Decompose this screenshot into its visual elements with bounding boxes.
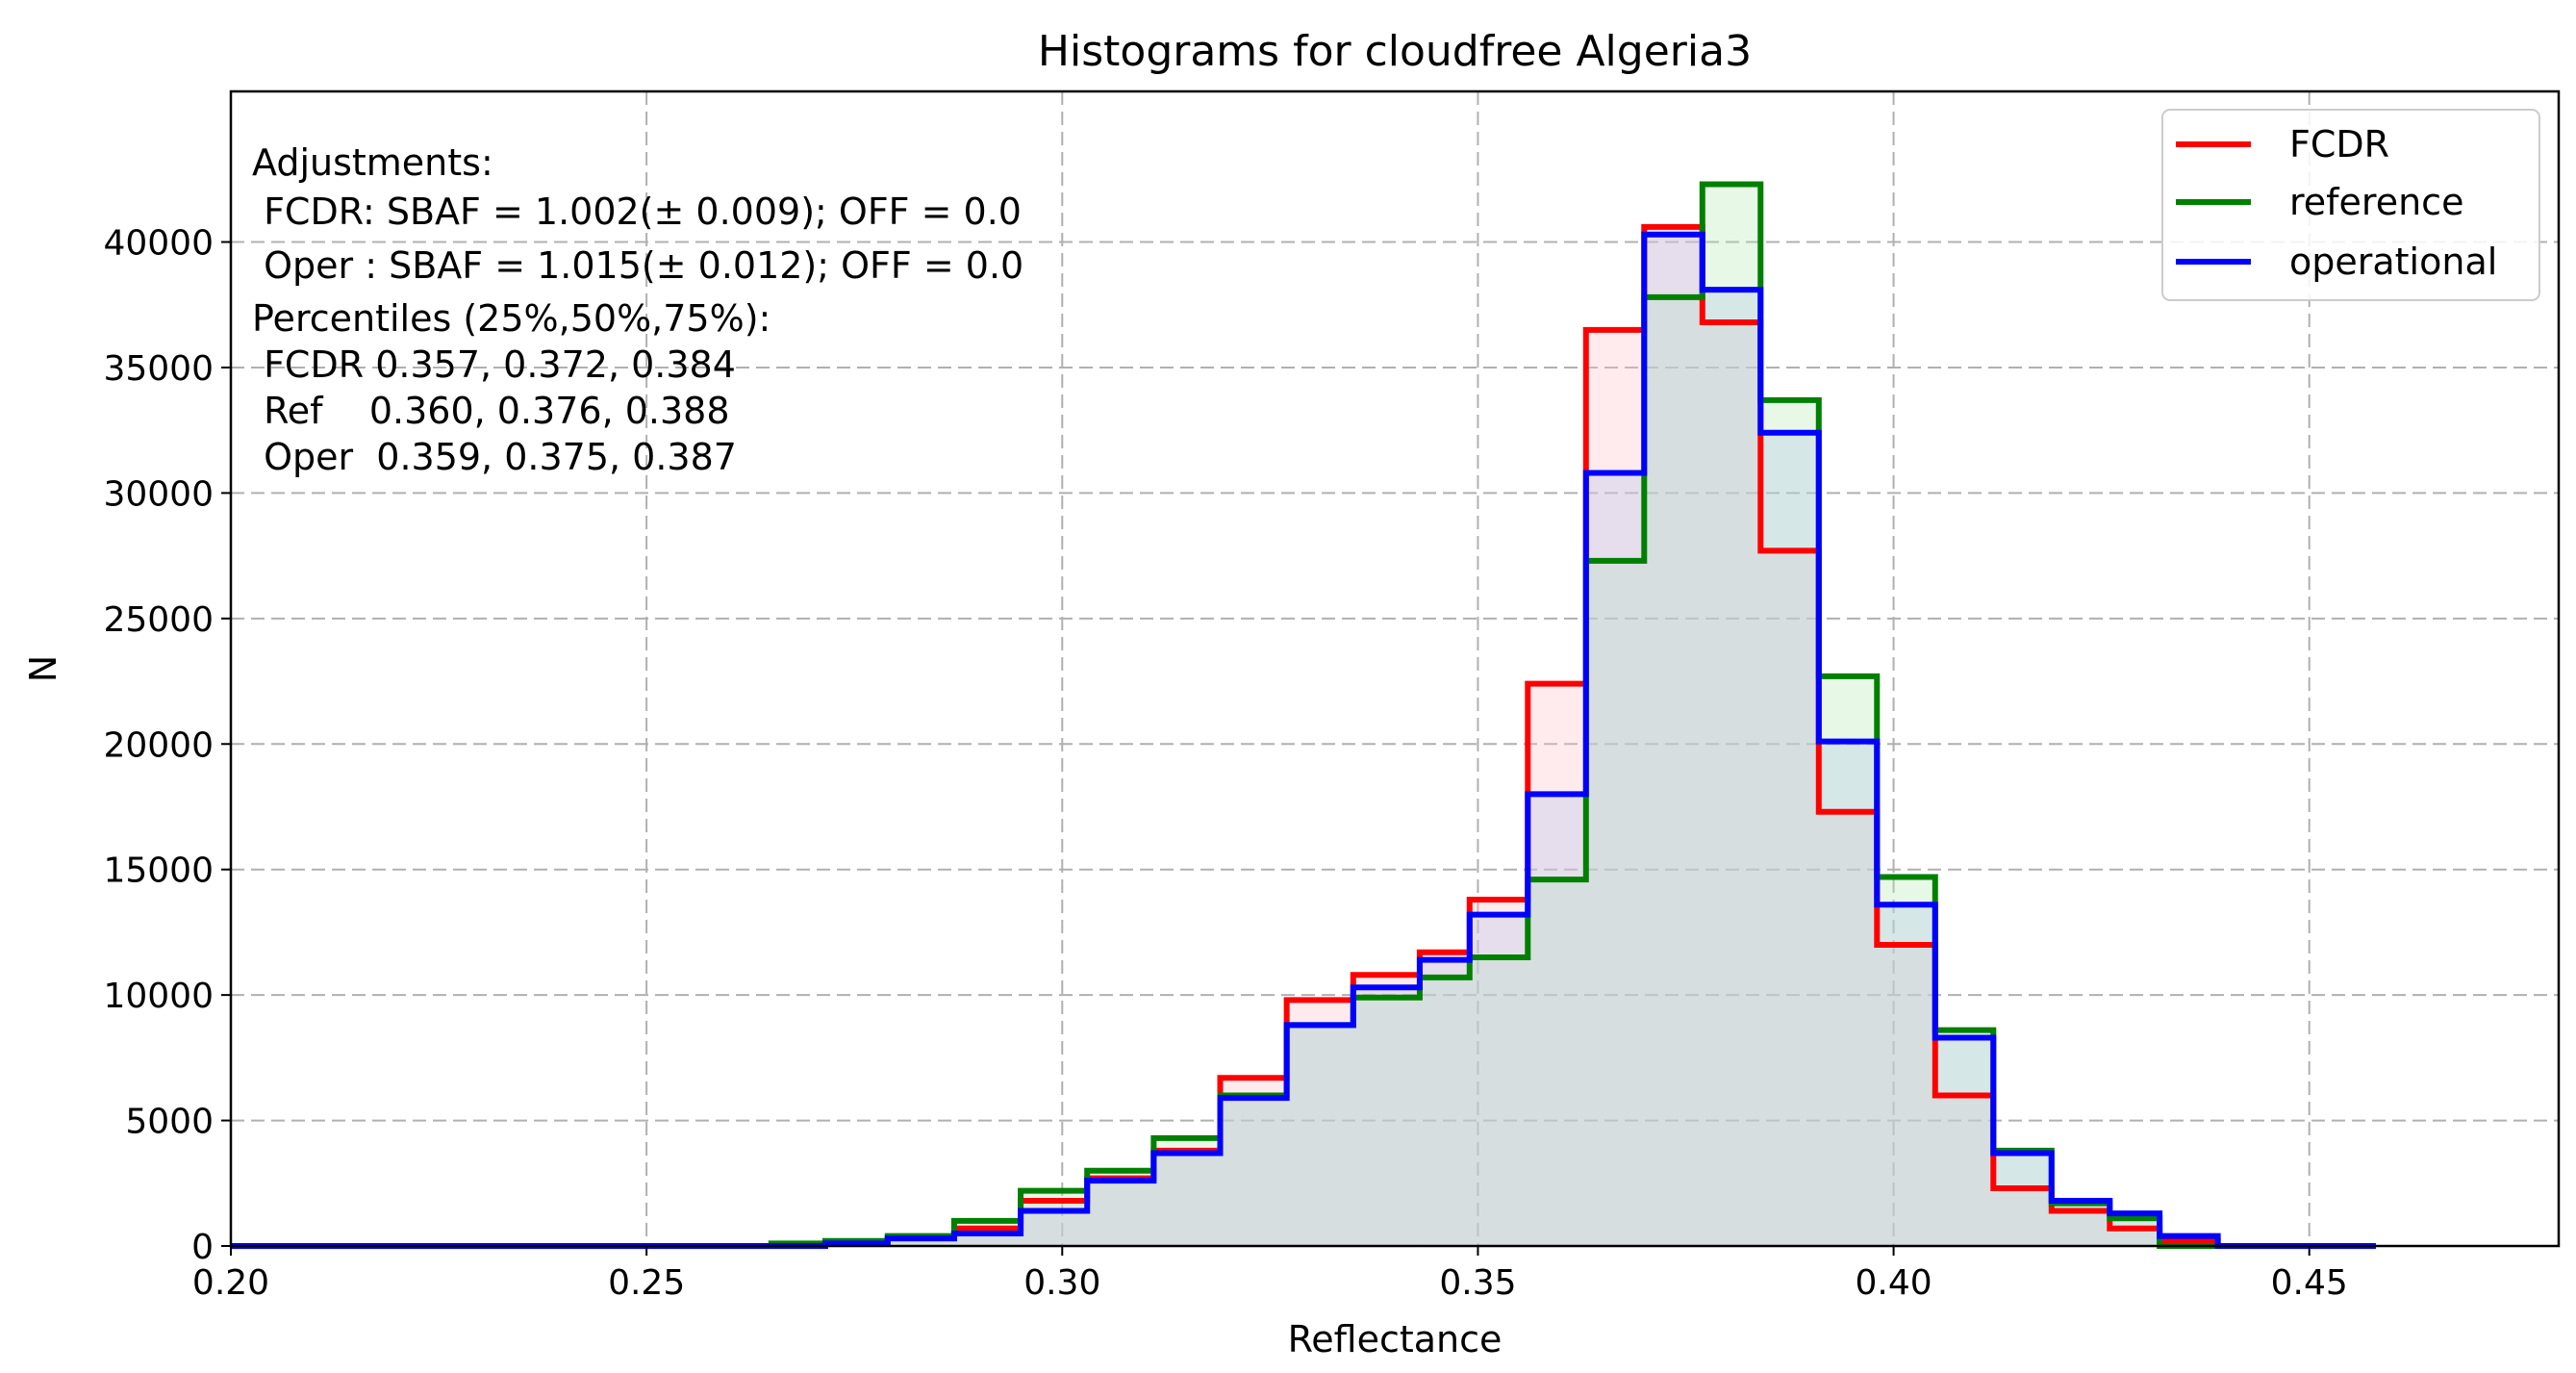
y-tick-label: 0	[191, 1228, 214, 1267]
histogram-bar-reference	[1220, 1095, 1287, 1246]
histogram-bar-fcdr	[1220, 1078, 1287, 1246]
histogram-bar-reference	[1934, 1030, 1994, 1246]
histogram-bar-fcdr	[1528, 683, 1586, 1246]
histogram-bar-fcdr	[2109, 1228, 2160, 1246]
histogram-bar-fcdr	[1153, 1150, 1221, 1246]
histogram-bar-operational	[1087, 1181, 1154, 1246]
histogram-bar-operational	[1469, 914, 1528, 1246]
histogram-bar-fcdr	[1087, 1178, 1154, 1246]
histogram-bar-reference	[1702, 184, 1761, 1247]
annotation-line: Percentiles (25%,50%,75%):	[252, 297, 770, 340]
histogram-bar-operational	[1585, 472, 1645, 1246]
histogram-bar-reference	[1528, 879, 1586, 1246]
histogram-bar-reference	[1877, 877, 1935, 1246]
histogram-bar-operational	[1818, 741, 1878, 1246]
histogram-bar-reference	[1153, 1137, 1221, 1246]
histogram-bar-operational	[1760, 432, 1819, 1247]
x-axis-label: Reflectance	[1288, 1318, 1503, 1360]
legend-box	[2161, 109, 2540, 301]
y-tick-label: 10000	[103, 977, 214, 1016]
y-axis-label: N	[22, 655, 64, 682]
histogram-bar-operational	[887, 1238, 954, 1246]
histogram-bar-reference	[2109, 1218, 2160, 1246]
annotation-line: Ref 0.360, 0.376, 0.388	[252, 390, 730, 432]
legend-label-fcdr: FCDR	[2289, 123, 2389, 165]
y-tick-label: 40000	[103, 224, 214, 264]
series-fills	[770, 184, 2218, 1247]
histogram-bar-operational	[1352, 987, 1420, 1246]
x-tick-label: 0.20	[192, 1263, 269, 1303]
histogram-bar-reference	[1993, 1150, 2052, 1246]
legend: FCDR reference operational	[2161, 109, 2540, 301]
x-tick-label: 0.30	[1023, 1263, 1100, 1303]
histogram-bar-operational	[1644, 234, 1703, 1246]
x-tick-label: 0.40	[1855, 1263, 1932, 1303]
histogram-bar-operational	[1021, 1210, 1088, 1246]
histogram-bar-reference	[1644, 296, 1703, 1246]
histogram-bar-reference	[1760, 399, 1819, 1246]
histogram-bar-fcdr	[1934, 1095, 1994, 1246]
histogram-bar-fcdr	[1993, 1188, 2052, 1246]
legend-label-reference: reference	[2289, 181, 2463, 223]
y-tick-label: 15000	[103, 852, 214, 891]
histogram-bar-fcdr	[1877, 944, 1935, 1246]
histogram-bar-operational	[1419, 959, 1470, 1246]
histogram-bar-operational	[1528, 794, 1586, 1246]
histogram-bar-fcdr	[1419, 952, 1470, 1246]
chart-title: Histograms for cloudfree Algeria3	[1038, 27, 1752, 76]
annotation-line: FCDR: SBAF = 1.002(± 0.009); OFF = 0.0	[252, 191, 1022, 233]
histogram-bar-operational	[1220, 1098, 1287, 1246]
histogram-bar-fcdr	[1644, 226, 1703, 1246]
histogram-bar-operational	[1877, 904, 1935, 1246]
histogram-bar-operational	[1934, 1037, 1994, 1246]
histogram-bar-operational	[953, 1233, 1022, 1246]
y-tick-label: 25000	[103, 600, 214, 640]
histogram-bar-operational	[1993, 1153, 2052, 1246]
histogram-bar-fcdr	[1585, 329, 1645, 1247]
histogram-bar-reference	[1585, 560, 1645, 1246]
histogram-bar-fcdr	[887, 1238, 954, 1246]
y-tick-label: 5000	[125, 1103, 214, 1142]
annotation-line: FCDR 0.357, 0.372, 0.384	[252, 343, 736, 386]
histogram-bar-reference	[1818, 675, 1878, 1246]
x-tick-label: 0.35	[1439, 1263, 1516, 1303]
histogram-bar-fcdr	[1702, 322, 1761, 1246]
y-tick-label: 20000	[103, 725, 214, 765]
histogram-bar-operational	[1153, 1153, 1221, 1246]
annotation-block: Adjustments: FCDR: SBAF = 1.002(± 0.009)…	[252, 141, 1023, 478]
histogram-bar-fcdr	[1818, 811, 1878, 1246]
x-tick-label: 0.45	[2271, 1263, 2348, 1303]
y-tick-label: 35000	[103, 349, 214, 389]
x-tick-label: 0.25	[608, 1263, 685, 1303]
histogram-bar-reference	[1286, 1025, 1353, 1246]
y-tick-label: 30000	[103, 474, 214, 514]
histogram-bar-reference	[1469, 957, 1528, 1246]
legend-label-operational: operational	[2289, 241, 2497, 283]
axis-ticks: 0.20 0.25 0.30 0.35 0.40 0.45 0 5000 10000 15000 2…	[103, 224, 2347, 1303]
histogram-bar-operational	[1702, 290, 1761, 1247]
annotation-line: Oper 0.359, 0.375, 0.387	[252, 436, 737, 478]
histogram-bar-reference	[1352, 997, 1420, 1246]
histogram-bar-operational	[2051, 1201, 2110, 1246]
annotation-line: Adjustments:	[252, 141, 493, 184]
histogram-bar-fcdr	[1352, 975, 1420, 1246]
annotation-line: Oper : SBAF = 1.015(± 0.012); OFF = 0.0	[252, 244, 1023, 287]
plot-frame	[229, 89, 2561, 1248]
histogram-bar-operational	[1286, 1025, 1353, 1246]
histogram-bar-fcdr	[1760, 550, 1819, 1246]
histogram-bar-fcdr	[1286, 1000, 1353, 1246]
histogram-bar-reference	[1419, 977, 1470, 1246]
histogram-bar-fcdr	[2051, 1210, 2110, 1246]
